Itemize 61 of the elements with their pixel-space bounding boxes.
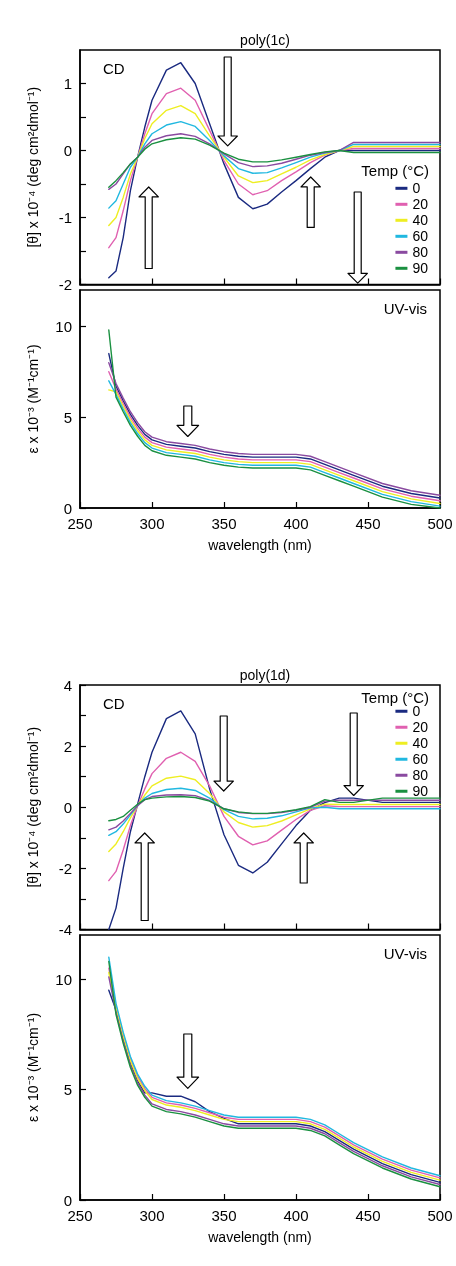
legend-title: Temp (°C) [361, 162, 429, 179]
annotation: CD [103, 60, 125, 77]
x-tick-label: 350 [211, 1207, 237, 1224]
legend-label: 60 [412, 751, 429, 768]
y-tick-label: 1 [63, 75, 72, 92]
x-tick-label: 250 [67, 1207, 93, 1224]
y-tick-label: 10 [55, 970, 72, 988]
y-tick-label: 5 [63, 408, 72, 426]
y-tick-label: 4 [63, 676, 72, 694]
line-series [108, 120, 441, 209]
y-tick-label: 2 [63, 737, 72, 755]
legend-label: 40 [412, 735, 429, 752]
x-tick-label: 250 [67, 515, 93, 532]
legend-label: 20 [412, 719, 429, 736]
chart-title: poly(1d) [239, 667, 291, 683]
line-series [108, 329, 441, 509]
y-tick-label: 10 [55, 317, 72, 335]
y-axis-title: [θ] x 10⁻⁴ (deg cm²dmol⁻¹) [25, 726, 41, 888]
chart-title: poly(1c) [240, 32, 290, 48]
y-tick-label: 0 [63, 499, 72, 517]
legend-label: 80 [412, 244, 429, 261]
legend-label: 90 [412, 783, 429, 800]
x-axis-title: wavelength (nm) [207, 537, 312, 553]
line-series [108, 751, 441, 882]
x-tick-label: 450 [355, 515, 381, 532]
annotation: CD [103, 695, 125, 712]
legend-title: Temp (°C) [361, 689, 429, 706]
annotation: UV-vis [383, 300, 428, 317]
y-tick-label: -2 [58, 859, 72, 877]
legend-label: 90 [412, 260, 429, 277]
x-tick-label: 400 [283, 1207, 309, 1224]
y-axis-title: ε x 10⁻³ (M⁻¹cm⁻¹) [25, 1012, 41, 1123]
x-axis-title: wavelength (nm) [207, 1229, 312, 1245]
y-axis-title: [θ] x 10⁻⁴ (deg cm²dmol⁻¹) [25, 86, 41, 248]
line-series [108, 787, 441, 837]
y-tick-label: 0 [63, 798, 72, 816]
y-tick-label: -2 [58, 276, 72, 293]
x-tick-label: 300 [139, 1207, 165, 1224]
legend-label: 0 [412, 703, 421, 720]
x-tick-label: 450 [355, 1207, 381, 1224]
x-tick-label: 350 [211, 515, 237, 532]
line-series [108, 87, 441, 249]
legend-label: 40 [412, 212, 429, 229]
legend-label: 0 [412, 180, 421, 197]
x-tick-label: 400 [283, 515, 309, 532]
y-tick-label: 0 [63, 142, 72, 159]
y-tick-label: 5 [63, 1081, 72, 1099]
y-axis-title: ε x 10⁻³ (M⁻¹cm⁻¹) [25, 344, 41, 454]
x-tick-label: 500 [427, 515, 453, 532]
line-series [108, 794, 441, 831]
legend-label: 80 [412, 767, 429, 784]
x-tick-label: 500 [427, 1207, 453, 1224]
y-tick-label: -1 [58, 209, 72, 226]
line-series [108, 795, 441, 822]
annotation: UV-vis [383, 945, 428, 962]
line-series [108, 104, 441, 227]
y-tick-label: 0 [63, 1191, 72, 1209]
legend-label: 60 [412, 228, 429, 245]
y-tick-label: -4 [58, 921, 72, 938]
x-tick-label: 300 [139, 515, 165, 532]
legend-label: 20 [412, 196, 429, 213]
